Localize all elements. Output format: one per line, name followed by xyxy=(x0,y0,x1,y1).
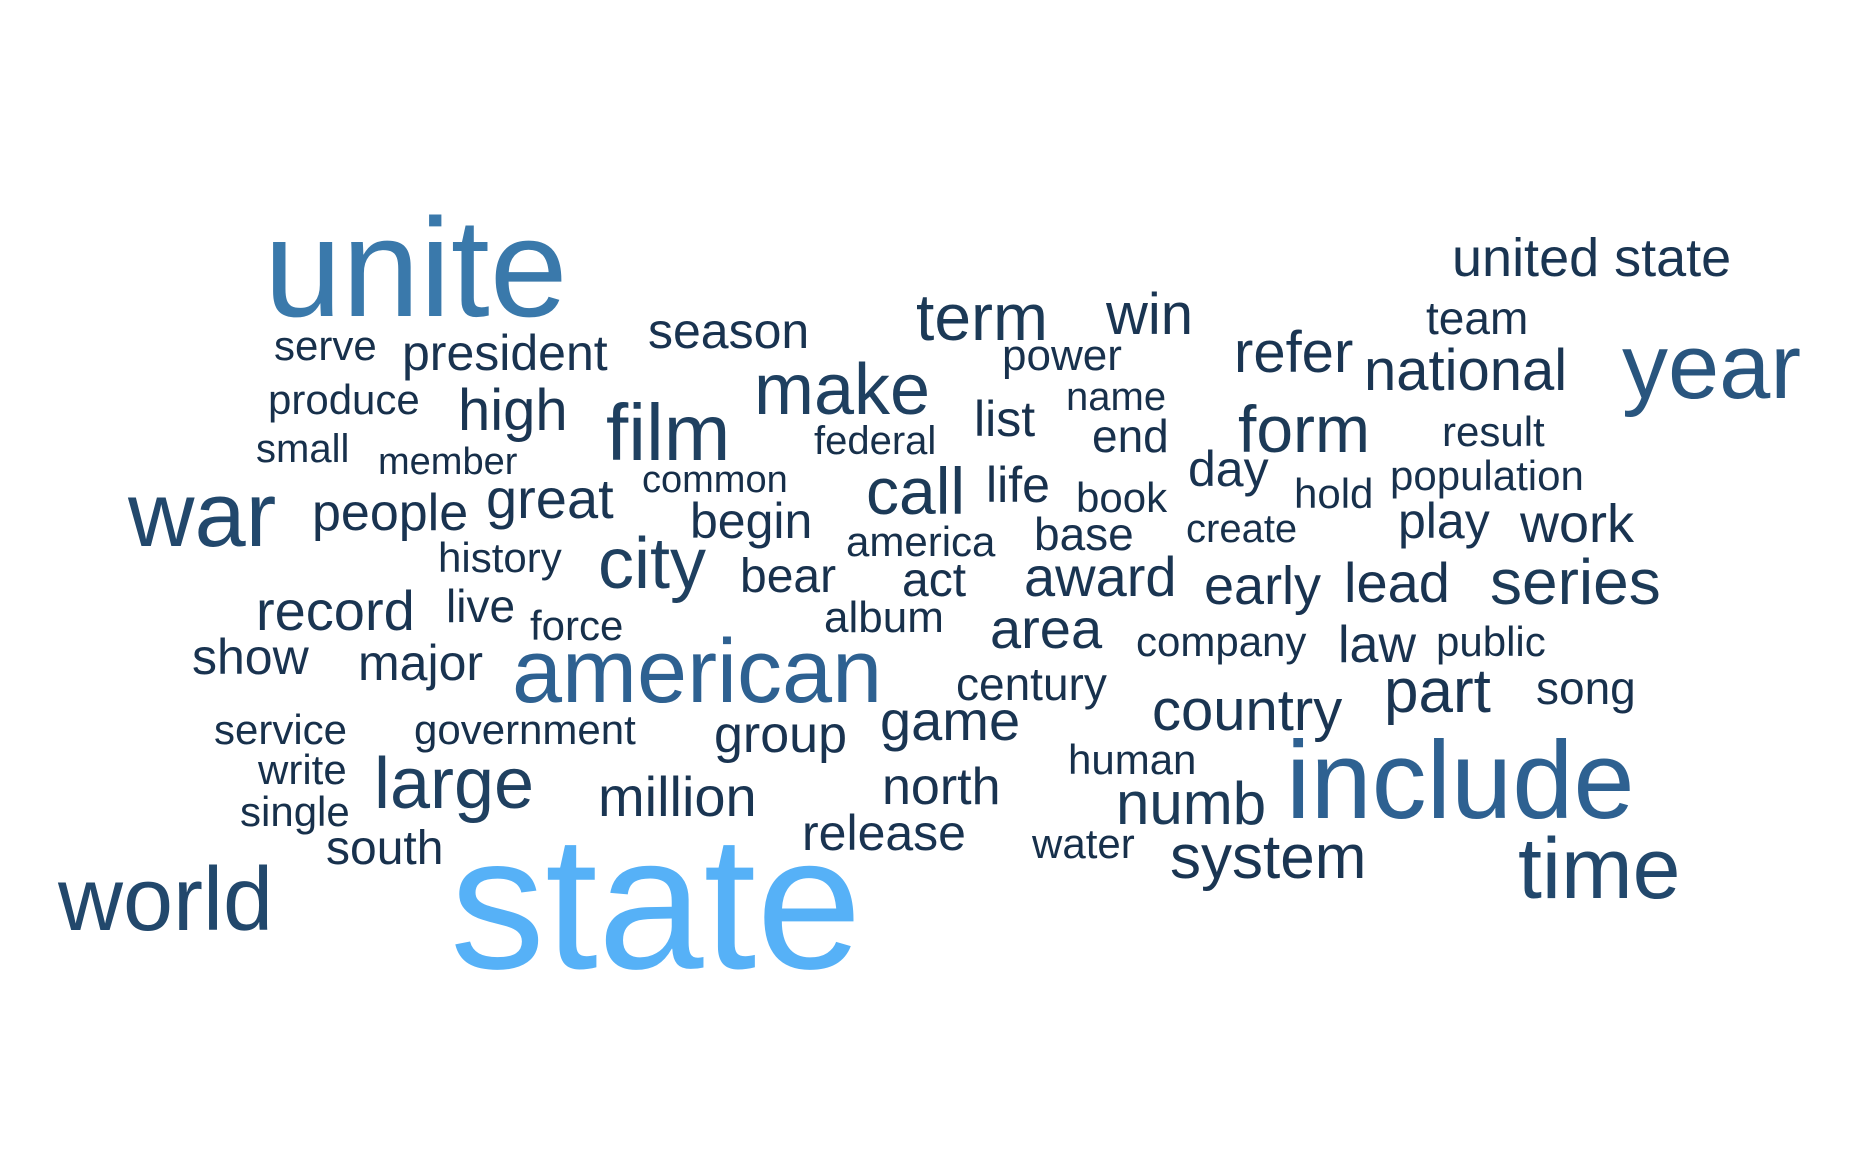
word-season: season xyxy=(648,303,809,359)
word-small: small xyxy=(256,427,349,471)
word-time: time xyxy=(1518,821,1680,917)
word-part: part xyxy=(1384,657,1491,726)
word-group: group xyxy=(714,706,847,764)
word-national: national xyxy=(1364,338,1567,403)
word-common: common xyxy=(642,459,788,501)
word-service: service xyxy=(214,706,347,753)
word-create: create xyxy=(1186,507,1297,551)
word-public: public xyxy=(1436,618,1546,665)
word-world: world xyxy=(57,850,273,950)
word-live: live xyxy=(446,580,515,632)
word-city: city xyxy=(598,524,706,604)
word-unite: unite xyxy=(264,189,568,346)
word-century: century xyxy=(956,658,1107,710)
word-population: population xyxy=(1390,452,1584,499)
word-year: year xyxy=(1622,316,1801,418)
word-government: government xyxy=(414,706,636,753)
word-record: record xyxy=(256,579,415,642)
word-human: human xyxy=(1068,736,1196,783)
word-power: power xyxy=(1002,331,1122,380)
word-life: life xyxy=(986,457,1050,513)
word-result: result xyxy=(1442,408,1545,455)
word-system: system xyxy=(1170,823,1366,892)
word-name: name xyxy=(1066,375,1166,419)
word-bear: bear xyxy=(740,550,836,603)
word-area: area xyxy=(990,597,1103,660)
word-write: write xyxy=(257,746,347,793)
word-federal: federal xyxy=(814,419,936,463)
word-list: list xyxy=(974,391,1035,447)
word-united-state: united state xyxy=(1452,228,1731,288)
word-team: team xyxy=(1426,292,1528,344)
word-hold: hold xyxy=(1294,470,1373,517)
word-refer: refer xyxy=(1234,320,1353,385)
word-lead: lead xyxy=(1344,551,1450,614)
word-south: south xyxy=(326,822,443,875)
word-america: america xyxy=(846,518,996,565)
word-president: president xyxy=(402,325,608,381)
word-film: film xyxy=(606,388,730,477)
word-law: law xyxy=(1338,616,1416,674)
word-american: american xyxy=(512,622,882,722)
word-include: include xyxy=(1286,719,1635,842)
word-state: state xyxy=(450,797,862,1009)
word-war: war xyxy=(127,464,276,566)
word-form: form xyxy=(1238,392,1370,466)
word-great: great xyxy=(486,467,614,530)
word-water: water xyxy=(1031,820,1135,867)
word-award: award xyxy=(1024,545,1177,608)
word-single: single xyxy=(240,788,350,835)
word-series: series xyxy=(1490,546,1661,618)
word-million: million xyxy=(598,765,757,828)
word-album: album xyxy=(824,593,944,642)
word-song: song xyxy=(1536,662,1636,714)
word-base: base xyxy=(1034,508,1134,560)
word-people: people xyxy=(312,484,468,542)
word-call: call xyxy=(866,454,965,528)
word-begin: begin xyxy=(690,493,812,549)
word-high: high xyxy=(458,378,568,443)
word-major: major xyxy=(358,635,483,691)
word-term: term xyxy=(916,280,1048,354)
word-early: early xyxy=(1204,556,1321,616)
word-end: end xyxy=(1092,410,1169,462)
word-play: play xyxy=(1398,493,1490,549)
word-game: game xyxy=(880,689,1020,752)
word-north: north xyxy=(882,758,1001,816)
word-act: act xyxy=(902,554,966,607)
word-work: work xyxy=(1519,494,1635,554)
word-produce: produce xyxy=(268,376,420,423)
word-member: member xyxy=(378,441,518,483)
word-day: day xyxy=(1188,441,1269,497)
word-serve: serve xyxy=(274,322,377,369)
word-large: large xyxy=(374,744,534,824)
word-win: win xyxy=(1105,282,1193,347)
word-book: book xyxy=(1076,474,1168,521)
word-company: company xyxy=(1136,618,1306,665)
word-show: show xyxy=(192,629,310,685)
word-history: history xyxy=(438,534,562,581)
word-force: force xyxy=(530,602,623,649)
word-make: make xyxy=(754,350,930,430)
word-country: country xyxy=(1152,678,1342,743)
word-release: release xyxy=(802,805,966,861)
word-numb: numb xyxy=(1116,770,1266,837)
